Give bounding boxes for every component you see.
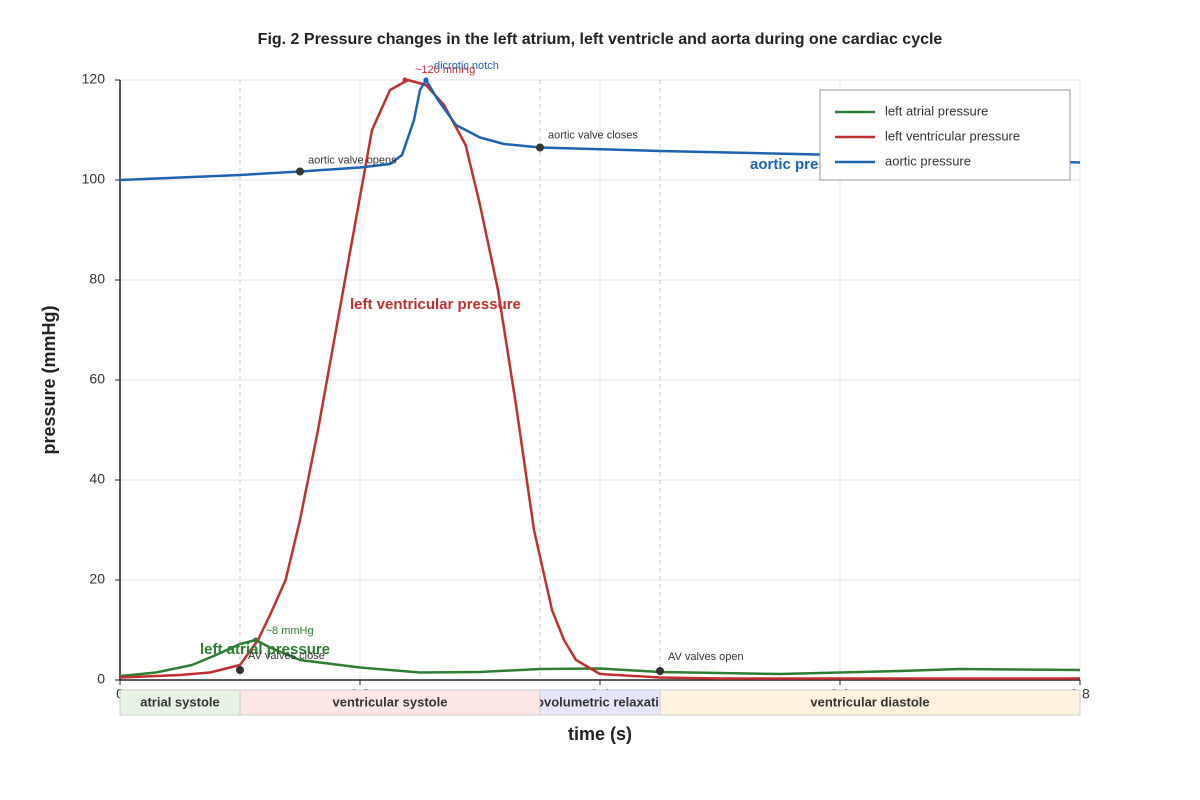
legend-label: left atrial pressure (885, 103, 988, 118)
phase-band (119, 689, 241, 716)
annotation: aortic valve closes (548, 129, 638, 141)
annotation-point (423, 77, 429, 83)
y-tick-label: 60 (89, 371, 105, 387)
y-axis-label: pressure (mmHg) (39, 305, 59, 454)
annotation: ~120 mmHg (415, 64, 475, 76)
legend-box (819, 89, 1071, 181)
annotation: aortic valve opens (308, 154, 397, 166)
annotation: AV valves close (248, 650, 325, 662)
phase-label: ventricular diastole (810, 694, 929, 709)
phase-band (539, 689, 661, 716)
annotation: AV valves open (668, 651, 744, 663)
annotation-point (402, 77, 408, 83)
y-tick-label: 120 (82, 71, 106, 87)
y-tick-label: 0 (97, 671, 105, 687)
annotation: dicrotic notch (434, 60, 499, 72)
annotation: ~8 mmHg (266, 625, 314, 637)
annotation-point (253, 637, 259, 643)
series-inline-label: left atrial pressure (200, 641, 330, 658)
series-line (119, 638, 1081, 678)
y-tick-label: 100 (82, 171, 106, 187)
y-tick-label: 80 (89, 271, 105, 287)
annotation-point (236, 666, 244, 674)
phase-label: atrial systole (140, 694, 220, 709)
chart-title: Fig. 2 Pressure changes in the left atri… (258, 31, 943, 48)
annotation-point (296, 167, 304, 176)
phase-band (659, 689, 1081, 716)
phase-label: ventricular systole (333, 694, 448, 709)
legend-label: aortic pressure (885, 153, 971, 168)
y-tick-label: 40 (89, 471, 105, 487)
x-axis-label: time (s) (568, 724, 632, 744)
annotation-point (656, 667, 664, 675)
series-inline-label: left ventricular pressure (350, 296, 521, 313)
phase-label: isovolumetric relaxation (525, 694, 675, 709)
legend: left atrial pressure left ventricular pre… (819, 89, 1071, 181)
series-line (119, 78, 1080, 680)
phase-band (239, 689, 541, 716)
legend-label: left ventricular pressure (885, 128, 1020, 143)
y-tick-label: 20 (89, 571, 105, 587)
annotation-point (536, 143, 544, 152)
